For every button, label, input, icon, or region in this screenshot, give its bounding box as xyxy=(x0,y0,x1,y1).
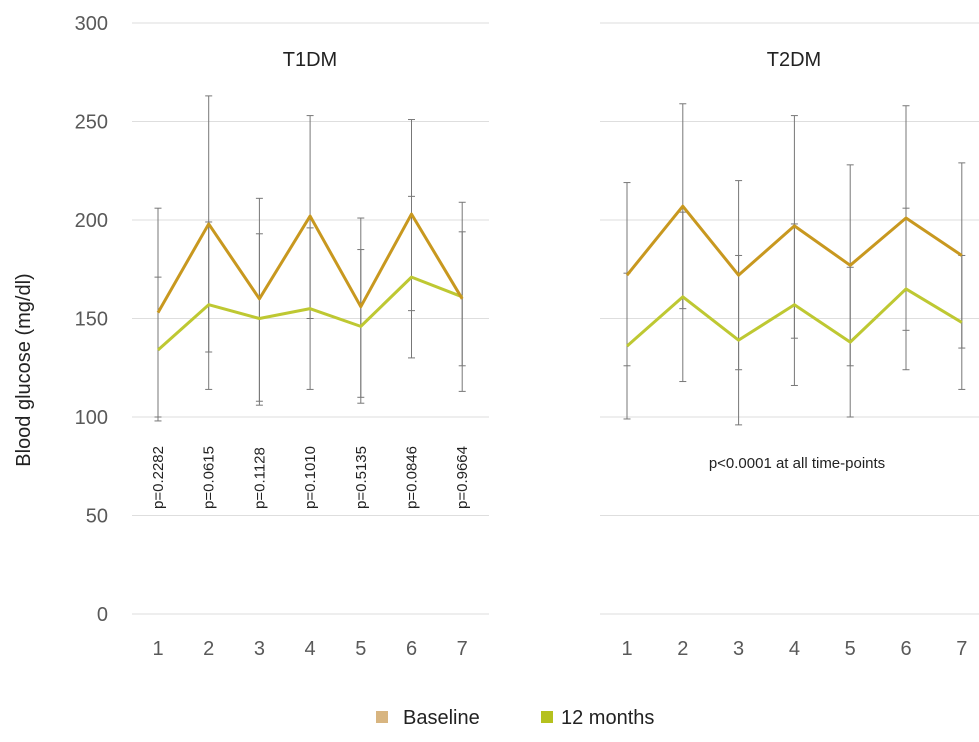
p-value-label: p=0.2282 xyxy=(150,446,167,509)
panel-t2dm: 1 2 3 4 5 6 7 xyxy=(621,103,967,660)
p-value-label: p=0.0615 xyxy=(201,446,218,509)
x-tick-label: 3 xyxy=(733,638,744,660)
y-tick-label: 100 xyxy=(75,407,108,429)
y-tick-label: 0 xyxy=(97,604,108,626)
p-value-label: p=0.1010 xyxy=(302,446,319,509)
legend-swatch-baseline xyxy=(376,711,388,723)
x-tick-label: 1 xyxy=(621,638,632,660)
y-tick-label: 150 xyxy=(75,309,108,331)
panel-t1dm: 1 2 3 4 5 6 7 p=0.2282 p=0.0615 p=0.1128 p=0.1010 p… xyxy=(150,95,471,660)
series-line-12-months xyxy=(157,275,463,352)
panel-title-t1dm: T1DM xyxy=(283,49,337,71)
x-tick-label: 5 xyxy=(355,638,366,660)
x-tick-label: 7 xyxy=(956,638,967,660)
x-tick-label: 4 xyxy=(789,638,800,660)
y-axis-label: Blood glucose (mg/dl) xyxy=(13,273,35,466)
legend-label-12-months: 12 months xyxy=(561,707,654,729)
legend-label-baseline: Baseline xyxy=(403,707,480,729)
x-tick-label: 1 xyxy=(152,638,163,660)
x-tick-label: 4 xyxy=(305,638,316,660)
y-tick-label: 250 xyxy=(75,112,108,134)
series-line-baseline xyxy=(156,212,464,314)
x-tick-label: 3 xyxy=(254,638,265,660)
p-value-label: p=0.0846 xyxy=(404,446,421,509)
panel-title-t2dm: T2DM xyxy=(767,49,821,71)
p-value-label: p=0.9664 xyxy=(454,446,471,509)
x-tick-label: 2 xyxy=(677,638,688,660)
x-tick-label: 2 xyxy=(203,638,214,660)
x-tick-label: 5 xyxy=(845,638,856,660)
series-line-baseline xyxy=(625,204,963,277)
x-tick-label: 6 xyxy=(406,638,417,660)
x-tick-label: 6 xyxy=(900,638,911,660)
legend: Baseline 12 months xyxy=(376,707,654,729)
x-tick-label: 7 xyxy=(457,638,468,660)
p-value-label: p=0.1128 xyxy=(251,447,268,509)
y-tick-label: 50 xyxy=(86,506,108,528)
legend-swatch-12-months xyxy=(541,711,553,723)
y-tick-label: 200 xyxy=(75,210,108,232)
y-tick-label: 300 xyxy=(75,13,108,35)
p-value-annotation-t2dm: p<0.0001 at all time-points xyxy=(709,455,885,472)
gridlines xyxy=(132,22,979,615)
y-axis-ticks: 0 50 100 150 200 250 300 xyxy=(75,13,108,626)
series-line-12-months xyxy=(626,287,963,348)
p-value-label: p=0.5135 xyxy=(353,446,370,509)
